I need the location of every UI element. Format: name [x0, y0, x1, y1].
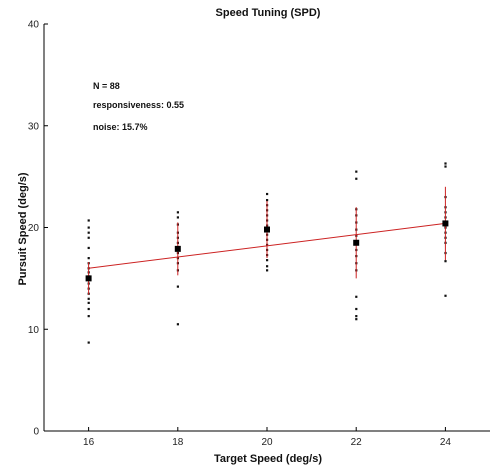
y-tick-label: 20 — [28, 223, 40, 234]
trial-point — [87, 307, 90, 311]
x-tick-label: 18 — [172, 437, 184, 448]
axes: 16 18 20 22 24 0 10 20 30 40 — [28, 20, 490, 448]
trial-point — [355, 170, 358, 173]
trial-point — [266, 199, 269, 202]
mean-marker — [174, 245, 181, 252]
annotation-noise: noise: 15.7% — [93, 122, 148, 132]
trial-point — [355, 318, 358, 321]
annotation-n: N = 88 — [93, 81, 120, 91]
mean-marker — [442, 220, 449, 227]
trial-point — [444, 294, 447, 297]
trial-point — [87, 341, 90, 344]
trial-point — [87, 231, 90, 234]
mean-marker — [353, 239, 360, 246]
trial-point — [444, 165, 447, 168]
trial-point — [266, 192, 269, 196]
y-tick-label: 40 — [28, 20, 40, 31]
y-tick-label: 0 — [33, 427, 39, 438]
error-bars — [88, 186, 446, 295]
y-tick-label: 10 — [28, 325, 40, 336]
trial-point — [355, 307, 358, 311]
trial-point — [87, 226, 90, 229]
trial-point — [444, 162, 447, 165]
trial-point — [87, 315, 90, 318]
trial-point — [87, 257, 90, 260]
trial-point — [87, 297, 90, 300]
x-tick-label: 22 — [351, 437, 363, 448]
trial-point — [176, 211, 179, 214]
trial-point — [87, 236, 90, 239]
trial-point — [87, 219, 90, 222]
annotations: N = 88 responsiveness: 0.55 noise: 15.7% — [93, 81, 184, 132]
y-axis-label: Pursuit Speed (deg/s) — [17, 172, 29, 285]
chart-title: Speed Tuning (SPD) — [216, 7, 321, 19]
y-tick-label: 30 — [28, 121, 40, 132]
trial-point — [87, 301, 90, 304]
x-tick-label: 20 — [261, 437, 273, 448]
trial-point — [176, 323, 179, 326]
trial-point — [355, 315, 358, 318]
trial-point — [176, 216, 179, 219]
trial-point — [355, 177, 358, 180]
mean-markers — [85, 220, 449, 282]
mean-marker — [85, 275, 92, 282]
trial-point — [87, 246, 90, 250]
x-tick-label: 24 — [440, 437, 452, 448]
trial-point — [266, 269, 269, 272]
trial-point — [176, 285, 179, 288]
trial-point — [444, 260, 447, 263]
x-tick-label: 16 — [83, 437, 95, 448]
mean-marker — [264, 226, 270, 233]
trial-point — [266, 265, 269, 268]
trial-point — [355, 295, 358, 298]
annotation-responsiveness: responsiveness: 0.55 — [93, 100, 184, 110]
x-axis-label: Target Speed (deg/s) — [214, 453, 322, 465]
trial-point — [266, 259, 269, 262]
